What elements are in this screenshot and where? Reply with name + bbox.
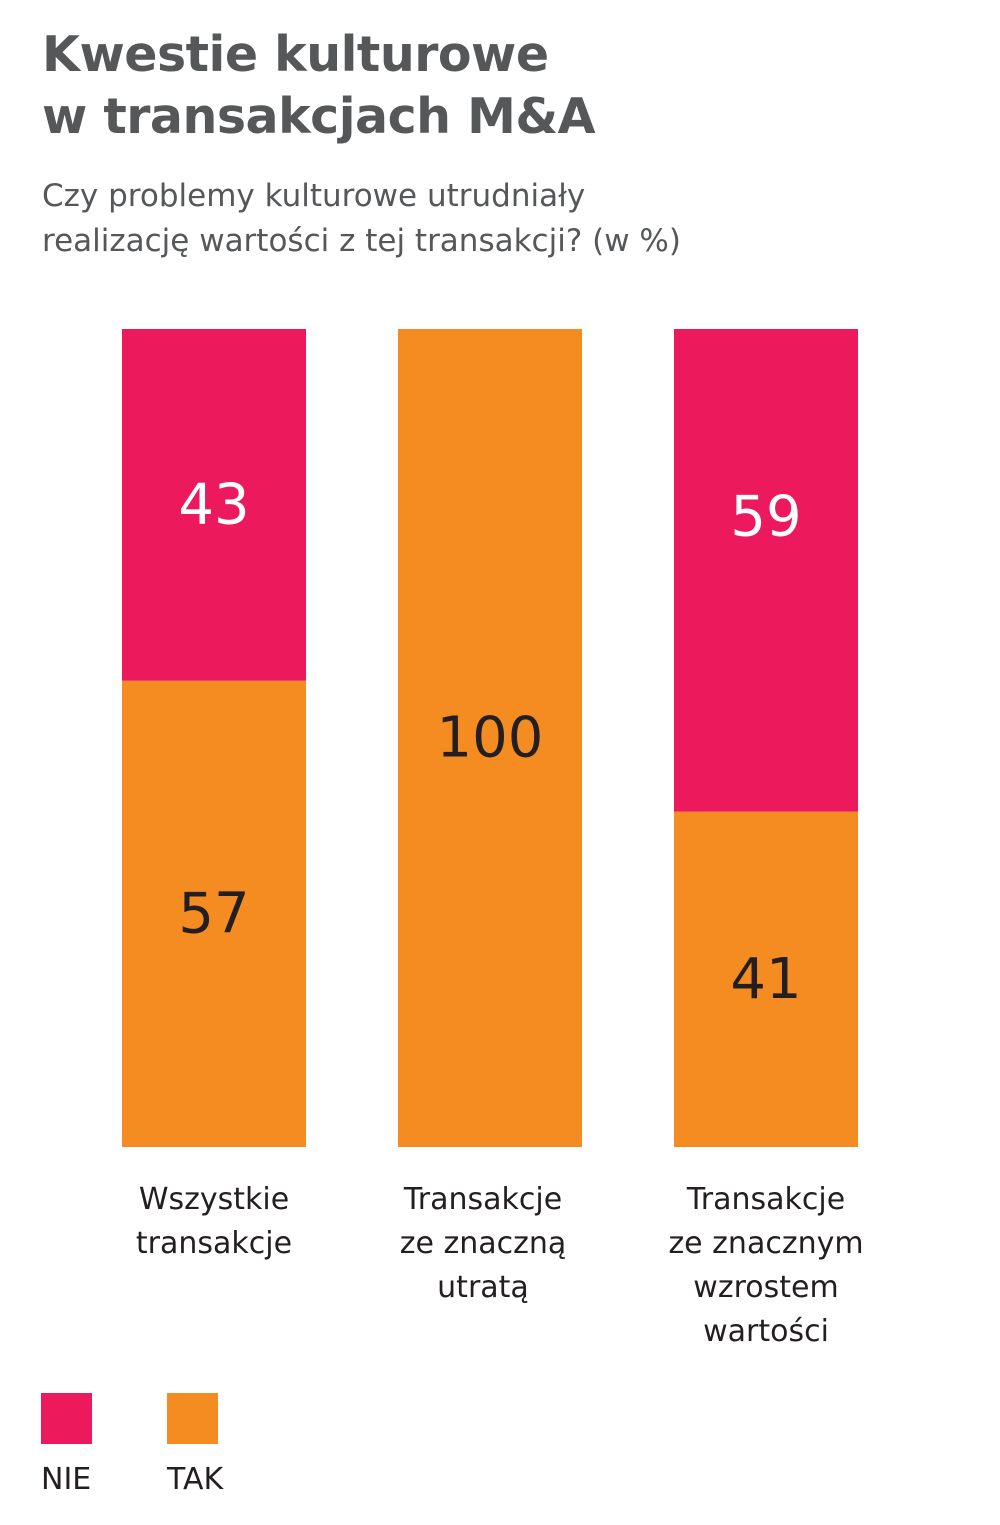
bar-segment-nie: [122, 329, 306, 681]
bar-segment-tak: [674, 811, 858, 1147]
category-label-line: wzrostem: [693, 1270, 839, 1305]
data-label-tak: 57: [178, 881, 249, 946]
bar-segment-tak: [398, 329, 582, 1147]
chart-subtitle-line-1: Czy problemy kulturowe utrudniały: [42, 178, 586, 214]
category-label-line: wartości: [703, 1314, 829, 1349]
category-label-growth: Transakcje ze znacznym wzrostem wartości: [636, 1178, 896, 1354]
legend-label-tak: TAK: [167, 1462, 224, 1497]
data-label-nie: 43: [178, 472, 249, 537]
category-label-line: ze znacznym: [668, 1226, 864, 1261]
data-label-tak: 41: [730, 947, 801, 1012]
bar-segment-tak: [122, 680, 306, 1147]
chart-subtitle-line-2: realizację wartości z tej transakcji? (w…: [42, 223, 681, 259]
data-label-tak: 100: [437, 706, 544, 771]
legend-swatch-nie: [41, 1393, 92, 1444]
category-label-line: ze znaczną: [399, 1226, 567, 1261]
data-label-nie: 59: [730, 485, 801, 550]
chart-subtitle: Czy problemy kulturowe utrudniały realiz…: [42, 174, 942, 264]
chart-title-line-1: Kwestie kulturowe: [42, 26, 549, 83]
category-label-line: Transakcje: [686, 1182, 846, 1217]
category-label-loss: Transakcje ze znaczną utratą: [353, 1178, 613, 1310]
chart-title: Kwestie kulturowe w transakcjach M&A: [42, 24, 942, 148]
legend-swatch-tak: [167, 1393, 218, 1444]
category-label-all: Wszystkie transakcje: [84, 1178, 344, 1266]
category-label-line: Wszystkie: [138, 1182, 290, 1217]
category-label-line: Transakcje: [403, 1182, 563, 1217]
bar-segment-nie: [674, 329, 858, 812]
category-label-line: transakcje: [135, 1226, 293, 1261]
chart-title-line-2: w transakcjach M&A: [42, 88, 596, 145]
category-label-line: utratą: [437, 1270, 529, 1305]
legend-label-nie: NIE: [41, 1462, 92, 1497]
